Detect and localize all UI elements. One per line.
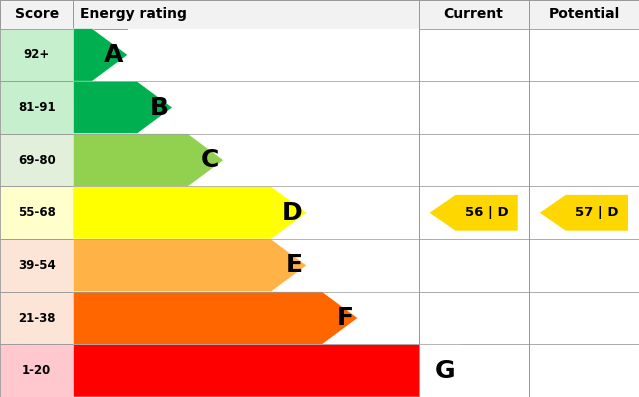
Bar bbox=[0, 344, 73, 397]
Bar bbox=[307, 187, 419, 239]
Bar bbox=[419, 134, 529, 187]
Bar bbox=[173, 81, 419, 134]
Text: 55-68: 55-68 bbox=[18, 206, 56, 219]
Polygon shape bbox=[429, 195, 518, 231]
Text: Energy rating: Energy rating bbox=[80, 7, 187, 21]
Bar bbox=[419, 292, 529, 344]
Bar bbox=[419, 239, 529, 292]
Text: C: C bbox=[201, 148, 219, 172]
Bar bbox=[224, 134, 419, 187]
Text: G: G bbox=[435, 358, 456, 383]
Bar bbox=[529, 187, 639, 239]
Bar bbox=[529, 344, 639, 397]
Text: 56 | D: 56 | D bbox=[465, 206, 509, 219]
Bar bbox=[0, 292, 73, 344]
Text: 69-80: 69-80 bbox=[18, 154, 56, 167]
Bar bbox=[0, 81, 73, 134]
Bar bbox=[529, 239, 639, 292]
Polygon shape bbox=[73, 292, 358, 344]
Polygon shape bbox=[73, 134, 224, 187]
Polygon shape bbox=[73, 187, 307, 239]
Bar bbox=[529, 81, 639, 134]
Text: D: D bbox=[282, 201, 302, 225]
Polygon shape bbox=[73, 29, 128, 81]
Polygon shape bbox=[73, 344, 460, 397]
Text: 92+: 92+ bbox=[24, 48, 50, 62]
Bar bbox=[529, 292, 639, 344]
Text: 39-54: 39-54 bbox=[18, 259, 56, 272]
Bar bbox=[307, 239, 419, 292]
Bar bbox=[419, 344, 460, 397]
Text: A: A bbox=[104, 43, 123, 67]
Text: 1-20: 1-20 bbox=[22, 364, 51, 377]
Text: E: E bbox=[286, 253, 302, 278]
Text: B: B bbox=[150, 96, 168, 119]
Bar bbox=[0, 187, 73, 239]
Bar bbox=[128, 29, 419, 81]
Text: F: F bbox=[337, 306, 353, 330]
Text: Current: Current bbox=[443, 7, 504, 21]
Text: Potential: Potential bbox=[548, 7, 620, 21]
Text: Score: Score bbox=[15, 7, 59, 21]
Bar bbox=[529, 134, 639, 187]
Bar bbox=[0, 239, 73, 292]
Text: 57 | D: 57 | D bbox=[575, 206, 619, 219]
Polygon shape bbox=[73, 81, 173, 134]
Polygon shape bbox=[73, 239, 307, 292]
Bar bbox=[358, 292, 419, 344]
Bar bbox=[419, 0, 529, 29]
Bar bbox=[73, 0, 419, 29]
Bar bbox=[0, 0, 73, 29]
Bar bbox=[419, 187, 529, 239]
Text: 81-91: 81-91 bbox=[18, 101, 56, 114]
Bar bbox=[0, 29, 73, 81]
Bar bbox=[0, 134, 73, 187]
Text: 21-38: 21-38 bbox=[18, 312, 56, 325]
Bar bbox=[419, 29, 529, 81]
Bar bbox=[529, 0, 639, 29]
Polygon shape bbox=[540, 195, 628, 231]
Bar bbox=[419, 344, 529, 397]
Bar bbox=[529, 29, 639, 81]
Bar bbox=[419, 81, 529, 134]
